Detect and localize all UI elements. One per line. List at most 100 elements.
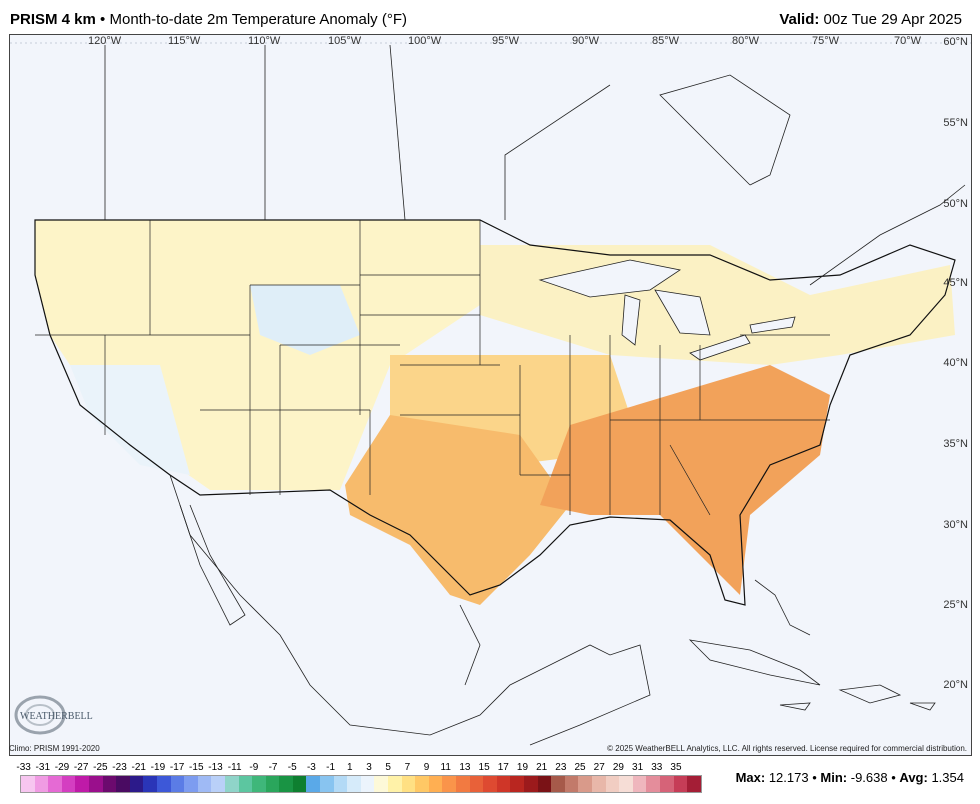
rockies-cool-area [250, 285, 360, 355]
mexico-outline [169, 474, 651, 746]
legend-swatch [605, 776, 620, 792]
legend-swatch [143, 776, 157, 792]
legend-label: 29 [612, 762, 624, 773]
lat-label-35n: 35°N [943, 438, 968, 450]
title-bullet: • [100, 11, 106, 28]
legend-swatch [252, 776, 266, 792]
legend-label: 11 [440, 762, 451, 773]
legend-label: -3 [306, 762, 316, 773]
legend-swatch [129, 776, 144, 792]
legend-label: 13 [459, 762, 471, 773]
legend-label: 5 [385, 762, 391, 773]
legend-label: 9 [423, 762, 430, 773]
lat-label-60n: 60°N [943, 36, 968, 48]
legend-label: 23 [555, 762, 567, 773]
legend-swatch [347, 776, 361, 792]
canada-boundaries [104, 44, 966, 286]
legend-label: -5 [287, 762, 297, 773]
legend-swatch [279, 776, 293, 792]
copyright-credit: © 2025 WeatherBELL Analytics, LLC. All r… [607, 744, 967, 753]
lat-label-50n: 50°N [943, 198, 968, 210]
legend-swatch [197, 776, 212, 792]
lon-label-80w: 80°W [732, 35, 760, 47]
legend-label: 19 [516, 762, 529, 773]
caribbean-islands [688, 579, 936, 711]
lon-label-115w: 115°W [168, 35, 201, 47]
legend-swatch [224, 776, 239, 792]
legend-swatch [551, 776, 565, 792]
lake-superior [538, 259, 682, 298]
legend-swatch [564, 776, 579, 792]
legend-swatch [48, 776, 62, 792]
legend-swatch [333, 776, 348, 792]
lat-label-25n: 25°N [943, 599, 968, 611]
legend-swatch [238, 776, 253, 792]
legend-swatch [116, 776, 130, 792]
legend-label: 27 [593, 762, 605, 773]
legend-label: 25 [574, 762, 586, 773]
legend-swatch [428, 776, 443, 792]
lon-label-95w: 95°W [492, 35, 520, 47]
legend-label: 1 [347, 762, 353, 773]
legend-swatch [673, 776, 688, 792]
max-label: Max: [735, 770, 766, 785]
legend-label: 31 [632, 762, 644, 773]
lake-ontario [749, 316, 796, 334]
legend-label: -9 [249, 762, 259, 773]
lat-label-55n: 55°N [943, 117, 968, 129]
legend-label: -27 [73, 762, 89, 773]
legend-swatch [320, 776, 334, 792]
lon-label-85w: 85°W [652, 35, 680, 47]
legend-swatch [184, 776, 198, 792]
map-canvas [10, 35, 971, 755]
legend-swatch [442, 776, 456, 792]
lake-michigan [621, 294, 641, 346]
legend-label: 17 [497, 762, 509, 773]
lon-label-90w: 90°W [572, 35, 600, 47]
min-label: Min: [820, 770, 848, 785]
legend-swatch [523, 776, 538, 792]
lake-erie [689, 334, 751, 361]
logo-swirl-icon: WEATHERBELL [14, 695, 93, 735]
legend-swatch [388, 776, 402, 792]
legend-label: 21 [536, 762, 548, 773]
legend-swatch [510, 776, 524, 792]
lat-label-20n: 20°N [943, 679, 968, 691]
lat-label-40n: 40°N [943, 357, 968, 369]
southeast-warm-region [540, 365, 830, 595]
legend-label: 35 [670, 762, 682, 773]
legend-swatch [659, 776, 674, 792]
map-frame[interactable]: 120°W 115°W 110°W 105°W 100°W 95°W 90°W … [9, 34, 972, 756]
max-value: 12.173 [768, 770, 809, 785]
logo-text: WEATHERBELL [20, 711, 93, 722]
legend-label: -23 [112, 762, 127, 773]
product-name: PRISM 4 km [10, 11, 96, 28]
legend-swatch [456, 776, 470, 792]
lon-label-110w: 110°W [248, 35, 281, 47]
legend-swatch [292, 776, 307, 792]
legend-label: -25 [93, 762, 108, 773]
climo-credit: Climo: PRISM 1991-2020 [9, 744, 100, 753]
legend-swatch [619, 776, 633, 792]
legend-swatch [687, 776, 701, 792]
valid-label: Valid: [779, 11, 820, 28]
legend-swatch [170, 776, 185, 792]
legend-swatch [306, 776, 321, 792]
legend-swatch [483, 776, 497, 792]
map-title: PRISM 4 km • Month-to-date 2m Temperatur… [10, 11, 407, 28]
legend-swatch [61, 776, 76, 792]
legend-swatch [88, 776, 103, 792]
legend-label: -19 [150, 762, 166, 773]
legend-label: -31 [35, 762, 50, 773]
legend-label: -15 [189, 762, 204, 773]
header: PRISM 4 km • Month-to-date 2m Temperatur… [0, 0, 980, 34]
legend-swatch [578, 776, 592, 792]
legend-label: -29 [54, 762, 70, 773]
valid-time: Valid: 00z Tue 29 Apr 2025 [779, 11, 962, 28]
legend-labels: -33 -31 -29 -27 -25 -23 -21 -19 -17 -15 -13 -11 -9 -7… [14, 762, 686, 773]
legend-label: 33 [651, 762, 663, 773]
lat-label-30n: 30°N [943, 519, 968, 531]
texas-warm-region [345, 415, 570, 605]
legend-swatch [265, 776, 280, 792]
legend-label: -7 [268, 762, 278, 773]
